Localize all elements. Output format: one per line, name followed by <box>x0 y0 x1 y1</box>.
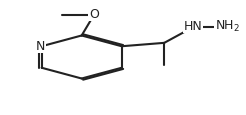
Text: O: O <box>89 8 99 21</box>
Text: HN: HN <box>184 20 203 33</box>
Text: N: N <box>36 40 45 53</box>
Text: NH$_2$: NH$_2$ <box>215 19 240 34</box>
